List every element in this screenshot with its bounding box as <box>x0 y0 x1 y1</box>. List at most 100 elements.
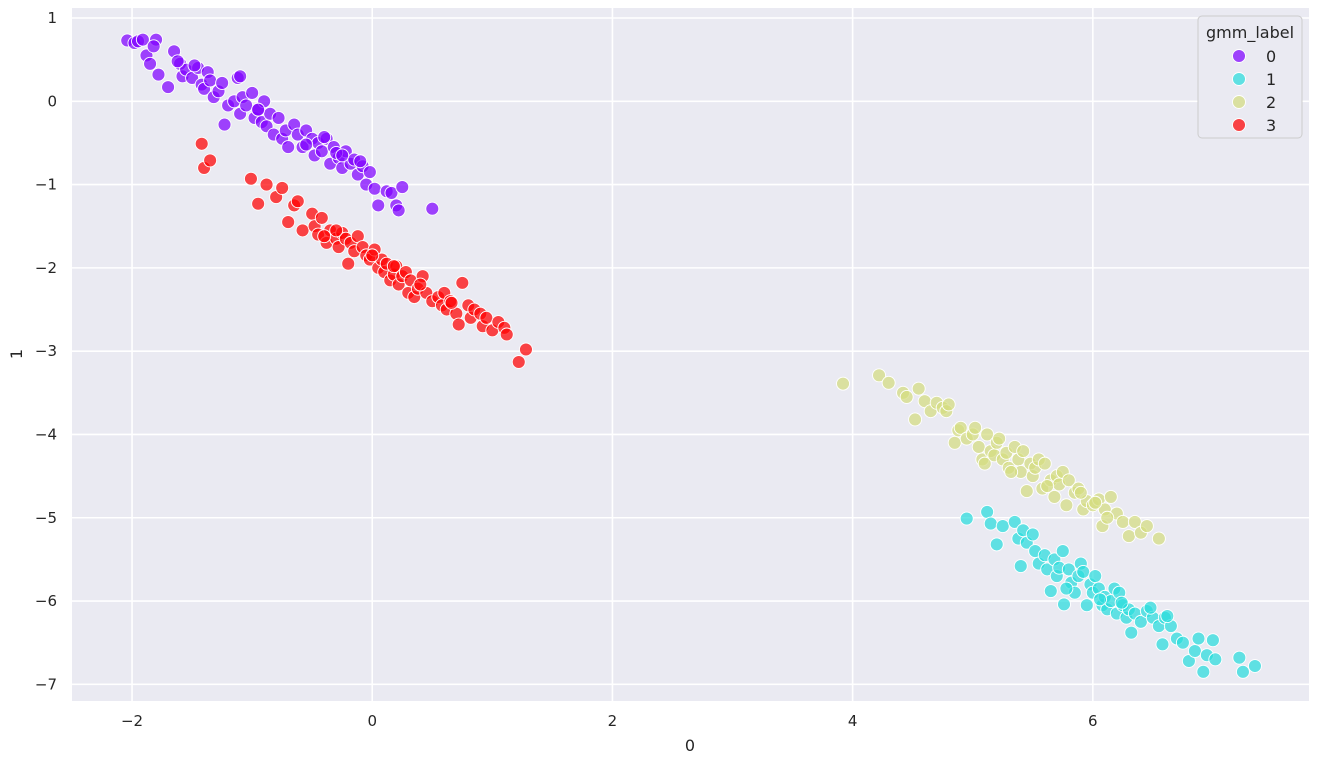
x-tick-label: 0 <box>367 712 377 730</box>
data-point <box>881 375 896 390</box>
x-tick-labels: −2 0 2 4 6 <box>121 712 1098 730</box>
data-point <box>899 390 914 404</box>
data-point <box>217 117 232 132</box>
data-point <box>335 148 350 163</box>
data-point <box>1059 581 1074 596</box>
data-point <box>1076 564 1091 579</box>
data-point <box>1232 650 1247 665</box>
data-point <box>911 381 926 396</box>
data-point <box>161 80 176 95</box>
data-point <box>146 39 161 54</box>
data-point <box>1115 514 1130 529</box>
data-point <box>1088 495 1103 510</box>
data-point <box>233 69 248 84</box>
legend-label: 2 <box>1266 93 1276 112</box>
data-point <box>299 137 314 152</box>
data-point <box>1047 489 1062 504</box>
data-point <box>215 76 230 90</box>
x-axis-label: 0 <box>685 736 695 755</box>
y-tick-label: −3 <box>35 342 57 360</box>
data-point <box>275 180 290 195</box>
data-point <box>941 397 956 412</box>
data-point <box>1057 597 1071 612</box>
data-point <box>290 194 305 209</box>
series-1 <box>959 504 1262 679</box>
data-point <box>203 73 218 88</box>
y-tick-labels: 1 0 −1 −2 −3 −4 −5 −6 −7 <box>35 9 57 693</box>
data-point <box>1061 562 1076 577</box>
data-point <box>413 277 428 292</box>
data-point <box>995 519 1010 534</box>
data-point <box>143 56 158 71</box>
data-point <box>1175 635 1190 650</box>
data-point <box>1248 659 1262 673</box>
legend-label: 3 <box>1266 116 1276 135</box>
data-point <box>1155 637 1170 652</box>
data-point <box>1019 484 1034 499</box>
data-point <box>1143 600 1158 615</box>
data-point <box>367 181 382 196</box>
data-point <box>953 420 968 435</box>
data-point <box>259 177 274 192</box>
legend-marker <box>1232 118 1246 132</box>
data-point <box>1103 489 1118 504</box>
data-point <box>1205 633 1220 648</box>
x-tick-label: 6 <box>1088 712 1098 730</box>
data-point <box>971 440 986 454</box>
legend-label: 0 <box>1266 47 1276 66</box>
data-point <box>1151 531 1166 546</box>
data-point <box>959 511 974 526</box>
data-point <box>1043 584 1058 599</box>
data-point <box>281 215 296 230</box>
data-point <box>836 376 850 391</box>
data-point <box>980 504 995 519</box>
data-point <box>1208 652 1223 667</box>
data-point <box>499 327 514 342</box>
legend-title: gmm_label <box>1206 23 1294 43</box>
y-axis-label: 1 <box>7 349 26 359</box>
data-point <box>1040 479 1055 494</box>
series-3 <box>194 136 533 369</box>
data-point <box>1088 569 1103 584</box>
data-point <box>977 456 992 471</box>
data-point <box>1007 514 1022 529</box>
data-point <box>1025 527 1040 542</box>
data-point <box>1114 595 1129 610</box>
data-point <box>451 317 466 332</box>
data-point <box>425 201 440 216</box>
data-point <box>1037 456 1052 471</box>
data-point <box>271 110 286 125</box>
data-point <box>203 153 218 168</box>
data-point <box>1073 485 1088 500</box>
data-point <box>1055 544 1070 559</box>
legend: gmm_label 0 1 2 3 <box>1197 15 1303 139</box>
data-point <box>947 435 962 450</box>
data-points <box>120 32 1262 679</box>
data-point <box>983 516 998 531</box>
data-point <box>151 67 166 82</box>
data-point <box>1187 644 1202 658</box>
data-point <box>251 102 266 117</box>
data-point <box>455 275 470 290</box>
data-point <box>295 223 310 238</box>
data-point <box>519 342 533 357</box>
data-point <box>314 144 329 159</box>
data-point <box>194 136 209 151</box>
data-point <box>362 165 377 180</box>
series-0 <box>120 32 440 218</box>
data-point <box>1139 519 1154 534</box>
x-tick-label: 4 <box>848 712 858 730</box>
data-point <box>245 86 260 100</box>
y-tick-label: −7 <box>35 675 57 693</box>
y-tick-label: −6 <box>35 592 57 610</box>
data-point <box>365 248 380 263</box>
data-point <box>391 203 406 218</box>
data-point <box>187 58 202 73</box>
data-point <box>317 229 332 244</box>
data-point <box>386 259 401 274</box>
data-point <box>314 210 329 225</box>
x-tick-label: −2 <box>121 712 143 730</box>
data-point <box>353 154 368 169</box>
data-point <box>329 223 344 238</box>
